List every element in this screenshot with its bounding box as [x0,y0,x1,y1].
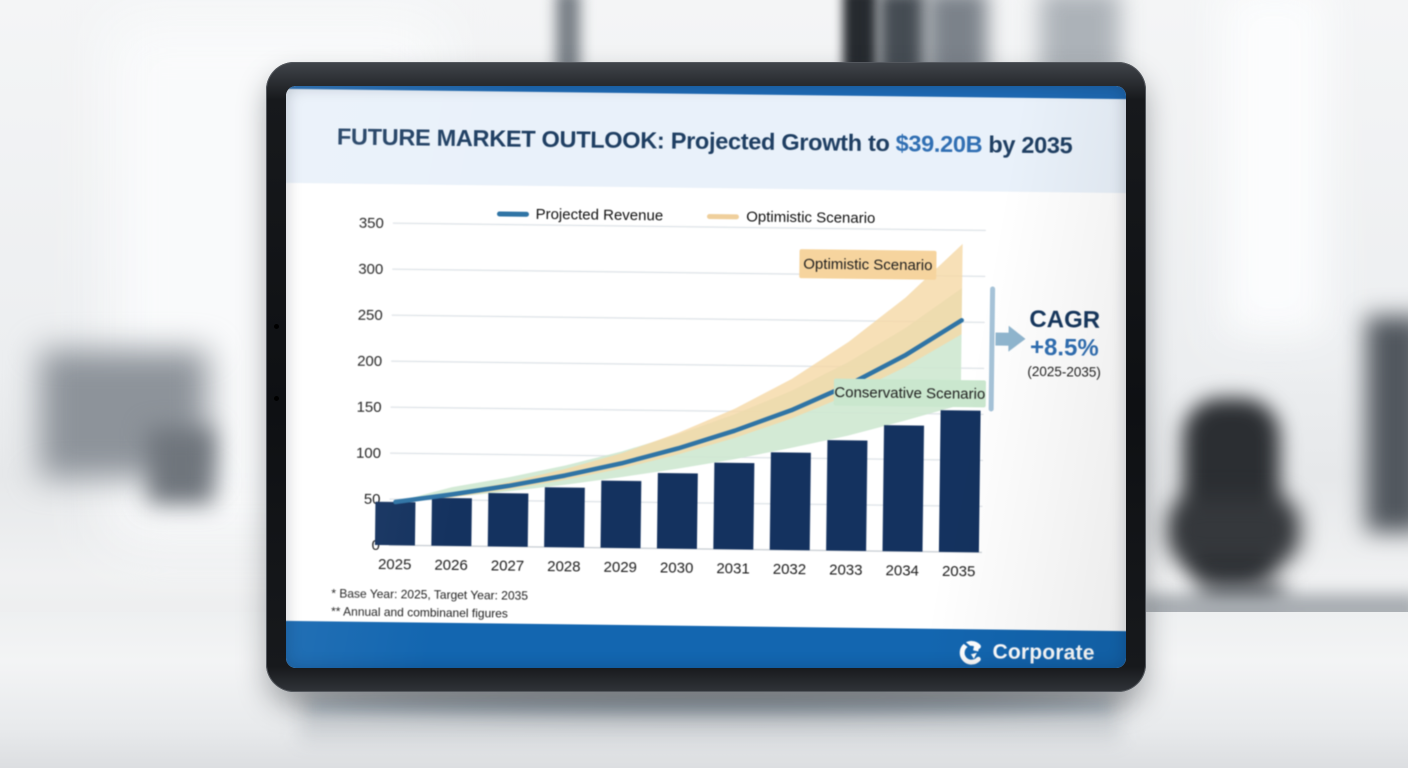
screen-glare [286,86,1126,668]
blurred-monitor-left [40,350,208,478]
tablet-reflection [300,698,1120,740]
y-axis-tick-label: 0 [371,537,380,554]
y-axis-tick-label: 350 [359,216,384,232]
window-light-right [1222,0,1327,335]
gridline [392,222,986,232]
x-axis-tick-label: 2035 [942,563,976,580]
office-chair [1200,582,1282,616]
x-axis-tick-label: 2034 [885,562,919,579]
optimistic-scenario-box [799,249,937,280]
projected-revenue-line [393,318,964,505]
presentation-slide: FUTURE MARKET OUTLOOK: Projected Growth … [286,86,1126,668]
revenue-bar [374,501,416,546]
side-camera-dot [274,324,279,329]
revenue-bar [656,472,698,549]
x-axis-tick-label: 2027 [491,557,525,574]
revenue-bar [938,410,981,553]
blurred-monitor-right [1366,316,1408,532]
x-axis-tick-label: 2026 [434,557,468,574]
revenue-bar [600,480,642,549]
y-axis-tick-label: 150 [356,399,381,416]
y-axis-tick-label: 100 [356,445,381,462]
chart-area: 0501001502002503003502025202620272028202… [333,215,997,596]
x-axis-tick-label: 2032 [773,561,807,578]
revenue-bar [431,497,472,547]
revenue-bar [544,487,585,548]
corporate-logo-icon [959,639,983,665]
tablet-device: FUTURE MARKET OUTLOOK: Projected Growth … [266,62,1146,692]
x-axis-tick-label: 2029 [603,559,637,576]
revenue-bar [487,492,529,547]
x-axis-tick-label: 2033 [829,562,863,579]
optimistic-scenario-label: Optimistic Scenario [803,256,932,275]
y-axis-tick-label: 250 [358,307,383,324]
y-axis-tick-label: 200 [357,353,382,370]
tablet-reflection [310,700,1110,714]
office-chair [1183,398,1280,588]
revenue-bar [826,440,868,551]
revenue-bar [769,452,811,551]
revenue-bar [882,425,925,552]
x-axis-tick-label: 2028 [547,558,581,575]
market-chart-svg: 0501001502002503003502025202620272028202… [356,215,986,580]
x-axis-tick-label: 2025 [378,556,412,573]
x-axis-tick-label: 2031 [716,560,750,577]
x-axis-tick-label: 2030 [660,559,694,576]
slide-footer-bar: Corporate [286,620,1126,668]
revenue-bar [713,462,755,550]
desk-edge-behind [1140,594,1408,624]
tablet-screen: FUTURE MARKET OUTLOOK: Projected Growth … [286,86,1126,668]
conservative-scenario-label: Conservative Scenario [834,384,985,403]
y-axis-tick-label: 300 [358,261,383,278]
conservative-scenario-box [833,378,986,408]
office-chair [1168,498,1300,562]
blurred-monitor-left [148,428,214,504]
